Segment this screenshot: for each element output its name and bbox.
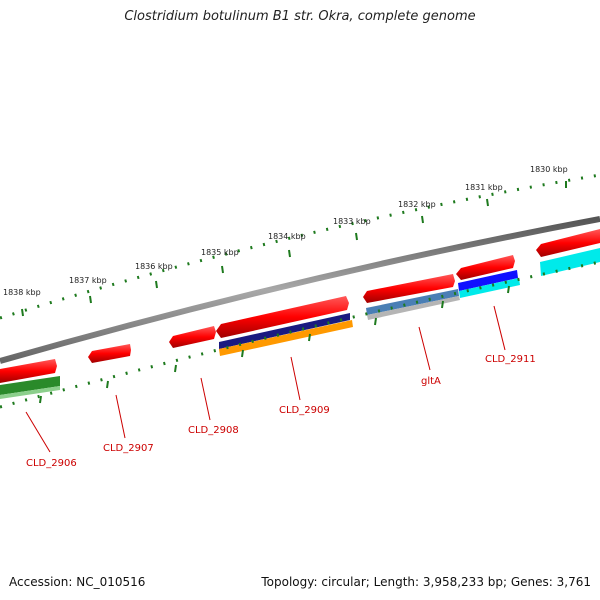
major-tick bbox=[221, 265, 224, 274]
scale-labels: 1830 kbp 1831 kbp 1832 kbp 1833 kbp 1834… bbox=[3, 165, 568, 297]
outer-scale-track bbox=[0, 173, 600, 320]
major-tick bbox=[89, 295, 92, 304]
major-tick bbox=[155, 280, 158, 289]
feature-band-orange bbox=[219, 320, 353, 356]
major-tick bbox=[308, 333, 311, 342]
gene-label-cld-2911[interactable]: CLD_2911 bbox=[485, 354, 536, 365]
scale-label: 1833 kbp bbox=[333, 217, 371, 226]
gene-arrow-cld-2908 bbox=[169, 326, 216, 348]
major-tick bbox=[507, 285, 510, 294]
major-tick bbox=[288, 249, 291, 258]
callout-line bbox=[200, 377, 211, 421]
callout-line bbox=[25, 411, 51, 453]
gene-arrow-cld-2906 bbox=[0, 359, 57, 383]
genome-title: Clostridium botulinum B1 str. Okra, comp… bbox=[124, 9, 476, 24]
callout-line bbox=[115, 394, 126, 439]
scale-label: 1836 kbp bbox=[135, 262, 173, 271]
callout-line bbox=[418, 326, 431, 371]
gene-label-cld-2907[interactable]: CLD_2907 bbox=[103, 443, 154, 454]
major-tick bbox=[441, 300, 444, 309]
label-callouts bbox=[25, 305, 506, 453]
scale-label: 1837 kbp bbox=[69, 276, 107, 285]
scale-label: 1834 kbp bbox=[268, 232, 306, 241]
major-tick bbox=[355, 232, 358, 241]
gene-arrow-cld-2911 bbox=[456, 255, 515, 280]
accession-label: Accession: NC_010516 bbox=[9, 575, 146, 589]
feature-bands bbox=[0, 248, 600, 399]
gene-label-cld-2908[interactable]: CLD_2908 bbox=[188, 425, 239, 436]
genome-backbone bbox=[0, 216, 600, 364]
gene-arrow-cld-2907 bbox=[88, 344, 131, 363]
gene-arrow-cld-2909 bbox=[216, 296, 349, 338]
scale-label: 1835 kbp bbox=[201, 248, 239, 257]
feature-band-lightgreen bbox=[0, 386, 60, 399]
major-tick bbox=[21, 308, 24, 317]
feature-band-cyan bbox=[459, 278, 520, 298]
callout-line bbox=[493, 305, 506, 351]
major-tick bbox=[374, 317, 377, 326]
feature-band-steelblue bbox=[366, 289, 459, 315]
gene-label-gltA[interactable]: gltA bbox=[421, 376, 441, 387]
feature-band-gray bbox=[367, 296, 460, 320]
gene-arrow-gltA bbox=[363, 274, 455, 303]
major-tick bbox=[486, 198, 489, 207]
scale-label: 1838 kbp bbox=[3, 288, 41, 297]
gene-label-cld-2909[interactable]: CLD_2909 bbox=[279, 405, 330, 416]
gene-labels: CLD_2906 CLD_2907 CLD_2908 CLD_2909 gltA… bbox=[26, 354, 536, 469]
major-tick bbox=[241, 349, 244, 358]
feature-band-cyan-2 bbox=[540, 248, 600, 276]
major-tick bbox=[106, 380, 109, 389]
scale-label: 1832 kbp bbox=[398, 200, 436, 209]
gene-arrow-next bbox=[536, 229, 600, 257]
gene-label-cld-2906[interactable]: CLD_2906 bbox=[26, 458, 77, 469]
inner-scale-track bbox=[0, 260, 600, 409]
scale-label: 1830 kbp bbox=[530, 165, 568, 174]
forward-genes bbox=[0, 229, 600, 383]
callout-line bbox=[290, 356, 301, 401]
major-tick bbox=[174, 364, 177, 373]
scale-label: 1831 kbp bbox=[465, 183, 503, 192]
feature-band-green bbox=[0, 376, 60, 395]
major-tick bbox=[39, 395, 42, 404]
major-tick bbox=[421, 215, 424, 224]
feature-band-blue bbox=[458, 270, 518, 291]
genome-summary: Topology: circular; Length: 3,958,233 bp… bbox=[261, 575, 591, 589]
